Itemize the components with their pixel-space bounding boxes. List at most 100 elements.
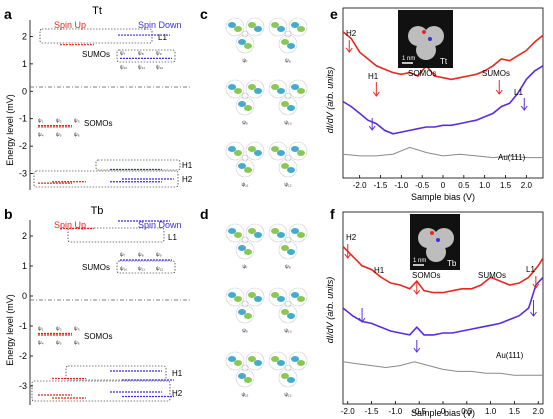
- panel-a-legend-up: Spin Up: [54, 20, 86, 30]
- ytick-label: -2: [19, 141, 27, 151]
- orbital-lobe: [234, 88, 242, 94]
- orbital-lobe: [271, 228, 279, 234]
- xtick-label: -0.5: [415, 181, 429, 190]
- panel-e-h2-label: H2: [346, 29, 357, 38]
- sumo-psi-label: ψ₁₀: [120, 266, 127, 272]
- orbital-lobe: [277, 232, 285, 238]
- molecule-outline: [268, 17, 288, 37]
- somo-psi-label: ψ₂: [56, 118, 62, 124]
- molecule-outline: [278, 34, 298, 54]
- molecule-outline: [245, 351, 265, 371]
- molecule-outline: [288, 17, 308, 37]
- panel-b-l1-box: [67, 227, 165, 243]
- peak-arrow-head: [532, 283, 540, 289]
- sumo-psi-label: ψ₉: [156, 252, 162, 258]
- orbital-lobe: [228, 84, 236, 90]
- panel-b-h2-label: H2: [172, 389, 183, 398]
- xtick-label: 0: [441, 181, 446, 190]
- panel-letter-d: d: [200, 206, 209, 222]
- ytick-label: -1: [19, 321, 27, 331]
- molecule-outline: [288, 287, 308, 307]
- orbital-lobe: [271, 84, 279, 90]
- panel-c-orbitals: ψ₇ ψ₈ ψ₉ ψ₁₀ ψ₁₁ ψ₁₂: [225, 17, 308, 188]
- panel-e-series: [342, 31, 544, 159]
- panel-f-h2-label: H2: [346, 233, 357, 242]
- panel-a-h2-box: [33, 170, 179, 188]
- panel-e-inset-red-dot: [422, 30, 426, 34]
- ytick-label: 0: [22, 291, 27, 301]
- orbital-label: ψ₁₁: [242, 392, 249, 398]
- orbital-lobe: [254, 150, 262, 156]
- orbital-lobe: [297, 88, 305, 94]
- panel-letter-c: c: [200, 6, 208, 22]
- molecule-core: [241, 300, 249, 308]
- panel-a-somo-label: SOMOs: [84, 119, 112, 128]
- sumo-psi-label: ψ₇: [120, 50, 126, 56]
- series-line-grey: [342, 361, 543, 376]
- orbital-lobe: [271, 356, 279, 362]
- panel-f-arrows: [344, 244, 540, 353]
- molecule-outline: [245, 223, 265, 243]
- panel-a-h1-box: [95, 159, 181, 171]
- orbital-label: ψ₁₀: [284, 120, 291, 126]
- somo-psi-label: ψ₁: [38, 118, 44, 124]
- panel-a-sumo-box: [116, 49, 176, 63]
- molecule-outline: [235, 304, 255, 324]
- orbital-lobe: [271, 22, 279, 28]
- panel-e-inset-blue-dot: [428, 37, 432, 41]
- panel-f-au-label: Au(111): [496, 351, 524, 360]
- molecule-outline: [245, 287, 265, 307]
- orbital-lobe: [297, 150, 305, 156]
- panel-e-sumos-label: SUMOs: [482, 69, 510, 78]
- molecule-outline: [245, 17, 265, 37]
- orbital-lobe: [297, 360, 305, 366]
- orbital-lobe: [277, 360, 285, 366]
- somo-psi-label: ψ₄: [38, 132, 44, 138]
- orbital-lobe: [228, 292, 236, 298]
- peak-arrow-head: [413, 347, 421, 353]
- orbital-label: ψ₁₁: [242, 182, 249, 188]
- panel-f-inset-label: Tb: [447, 259, 457, 268]
- orbital-label: ψ₁₂: [284, 182, 291, 188]
- molecule-outline: [268, 141, 288, 161]
- orbital-lobe: [244, 167, 252, 173]
- panel-b-h1-box: [65, 365, 167, 381]
- orbital-label: ψ₉: [242, 120, 248, 126]
- xtick-label: -1.0: [388, 407, 402, 416]
- orbital-lobe: [297, 232, 305, 238]
- panel-f-series: [342, 246, 544, 376]
- orbital-lobe: [254, 296, 262, 302]
- ytick-label: -1: [19, 114, 27, 124]
- sumo-psi-label: ψ₈: [138, 252, 144, 258]
- molecule-outline: [225, 287, 245, 307]
- orbital-lobe: [228, 228, 236, 234]
- molecule-core: [284, 154, 292, 162]
- panel-a-l1-label: L1: [158, 33, 167, 42]
- molecule-outline: [245, 79, 265, 99]
- panel-f-xticks: -2.0 -1.5 -1.0 -0.5 0 0.5 1.0 1.5 2.0: [341, 401, 544, 416]
- panel-b-sumo-label: SUMOs: [82, 263, 110, 272]
- orbital-lobe: [234, 150, 242, 156]
- orbital-label: ψ₉: [242, 328, 248, 334]
- peak-arrow-head: [520, 105, 528, 111]
- peak-arrow-head: [530, 311, 537, 317]
- somo-psi-label: ψ₅: [56, 132, 62, 138]
- orbital-lobe: [287, 43, 295, 49]
- panel-a-legend-down: Spin Down: [138, 20, 182, 30]
- panel-a-h1-label: H1: [182, 161, 193, 170]
- molecule-outline: [278, 304, 298, 324]
- panel-f-xlabel: Sample bias (V): [411, 408, 475, 418]
- peak-arrow-head: [413, 289, 421, 295]
- orbital-lobe: [234, 26, 242, 32]
- orbital-lobe: [291, 356, 299, 362]
- orbital-lobe: [291, 228, 299, 234]
- panel-a-l1-box: [39, 28, 153, 44]
- molecule-outline: [288, 223, 308, 243]
- orbital-lobe: [248, 228, 256, 234]
- orbital-lobe: [248, 356, 256, 362]
- xtick-label: 1.5: [500, 181, 512, 190]
- peak-arrow-head: [495, 89, 503, 95]
- series-line-grey: [342, 146, 543, 159]
- molecule-core: [284, 92, 292, 100]
- panel-e-inset-label: Tt: [440, 57, 448, 66]
